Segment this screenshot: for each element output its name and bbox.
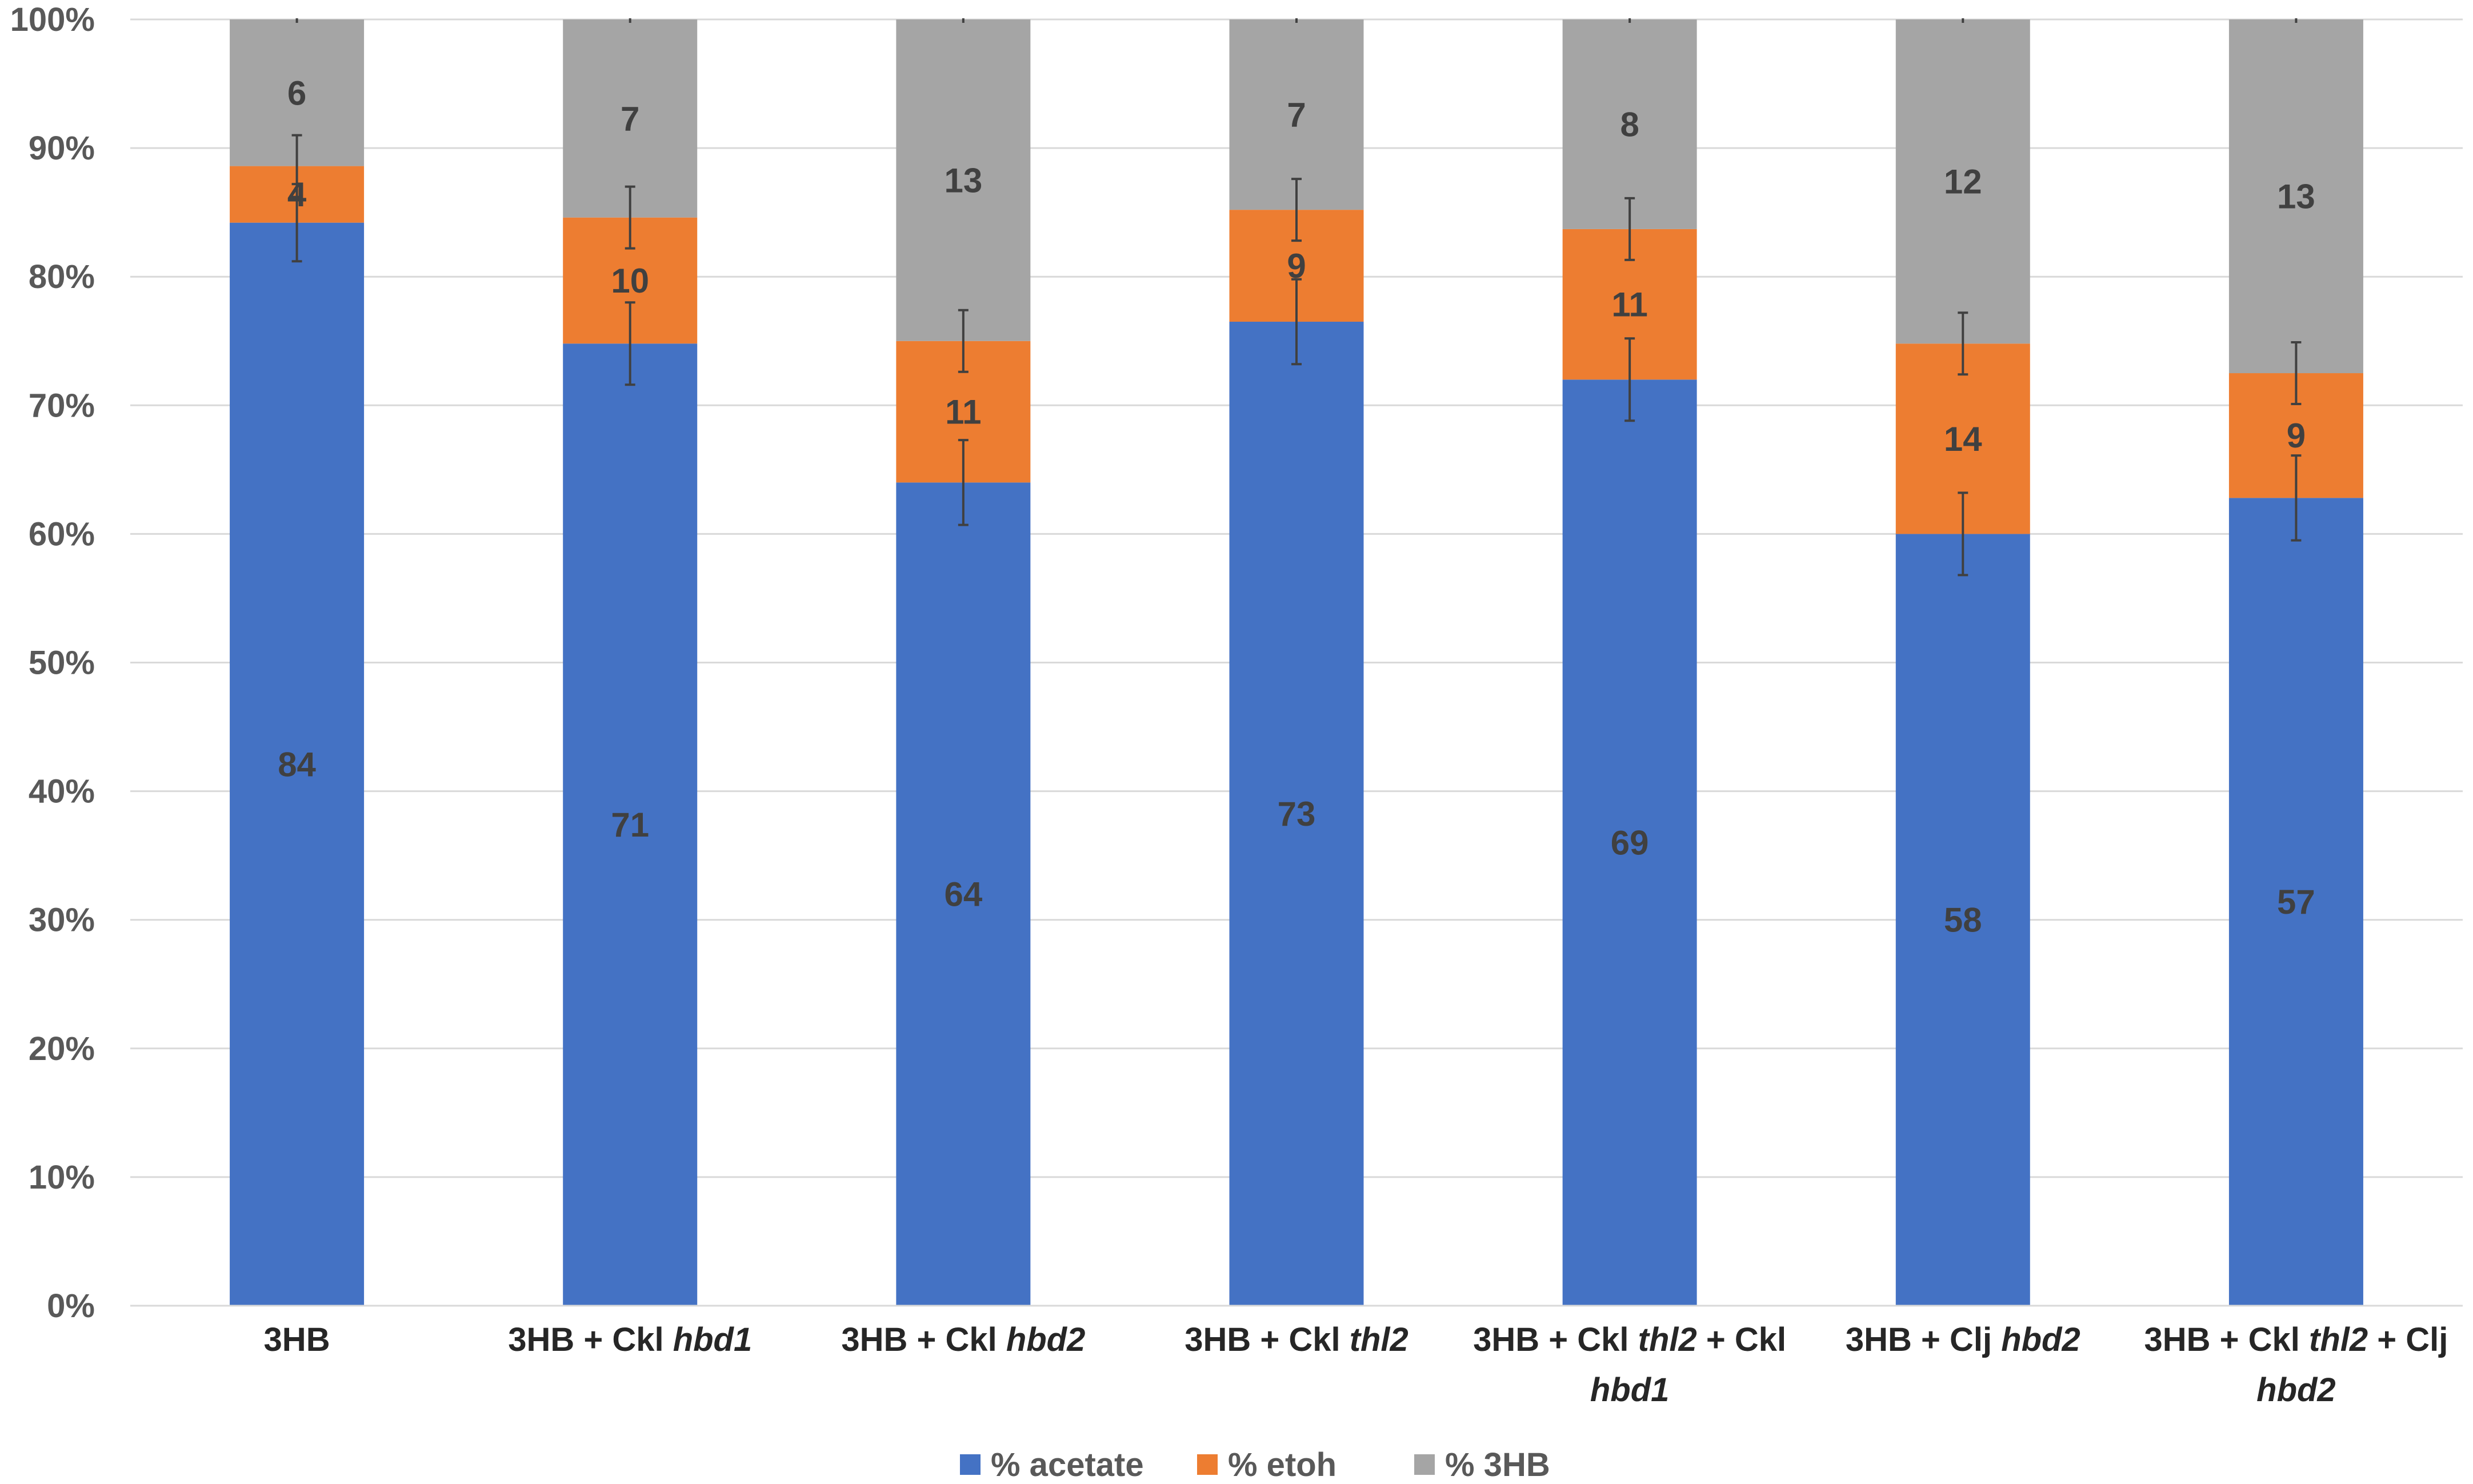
error-bars bbox=[291, 18, 2302, 577]
y-tick-label: 50% bbox=[29, 645, 95, 682]
category-label-run: 3HB + Ckl bbox=[1473, 1321, 1638, 1358]
y-tick-label: 70% bbox=[29, 387, 95, 424]
category-label-run: 3HB + Ckl bbox=[1185, 1321, 1350, 1358]
bar-segment bbox=[563, 19, 698, 218]
data-label: 9 bbox=[2287, 417, 2306, 455]
bar-segment bbox=[563, 343, 698, 1306]
legend-swatch bbox=[960, 1454, 981, 1475]
data-label: 13 bbox=[2277, 178, 2315, 216]
data-label: 10 bbox=[611, 262, 649, 300]
x-category-label: 3HB + Clj hbd2 bbox=[1846, 1321, 2080, 1358]
legend-swatch bbox=[1197, 1454, 1218, 1475]
data-label: 11 bbox=[1611, 286, 1647, 324]
bar-segment bbox=[1229, 321, 1364, 1306]
data-label: 57 bbox=[2277, 883, 2315, 921]
category-label-run: 3HB bbox=[264, 1321, 330, 1358]
legend-label: % acetate bbox=[991, 1446, 1144, 1483]
bar-segment bbox=[230, 222, 365, 1306]
legend-label: % 3HB bbox=[1445, 1446, 1550, 1483]
y-tick-label: 90% bbox=[29, 130, 95, 167]
y-tick-label: 100% bbox=[10, 1, 95, 38]
x-category-label: 3HB + Ckl thl2 + Clj bbox=[2144, 1321, 2448, 1358]
category-label-run: 3HB + Ckl bbox=[841, 1321, 1006, 1358]
y-tick-label: 60% bbox=[29, 515, 95, 553]
data-label: 58 bbox=[1944, 901, 1982, 939]
data-labels: 84 4 6 71 10 7 64 11 13 73 9 7 69 11 8 58 14 12 57 9 13 bbox=[278, 74, 2315, 939]
data-label: 8 bbox=[1620, 105, 1639, 143]
bar-segment bbox=[896, 482, 1031, 1306]
category-label-run: hbd2 bbox=[1006, 1321, 1086, 1358]
x-category-label-line2: hbd1 bbox=[1590, 1371, 1670, 1409]
y-tick-label: 40% bbox=[29, 773, 95, 810]
x-category-label-line2: hbd2 bbox=[2256, 1371, 2336, 1409]
y-tick-label: 80% bbox=[29, 258, 95, 295]
category-label-run: thl2 bbox=[2309, 1321, 2368, 1358]
bars bbox=[230, 19, 2363, 1306]
data-label: 6 bbox=[287, 74, 306, 112]
category-label-run: 3HB + Ckl bbox=[508, 1321, 673, 1358]
data-label: 71 bbox=[611, 806, 649, 844]
category-label-run: hbd1 bbox=[673, 1321, 753, 1358]
data-label: 9 bbox=[1287, 247, 1306, 285]
y-tick-label: 10% bbox=[29, 1159, 95, 1196]
category-label-run: + Ckl bbox=[1697, 1321, 1786, 1358]
data-label: 12 bbox=[1944, 163, 1982, 201]
x-category-label: 3HB + Ckl hbd2 bbox=[841, 1321, 1085, 1358]
bar-segment bbox=[896, 19, 1031, 341]
category-label-run: 3HB + Clj bbox=[1846, 1321, 2001, 1358]
category-label-run: 3HB + Ckl bbox=[2144, 1321, 2310, 1358]
data-label: 84 bbox=[278, 745, 316, 783]
y-axis-tick-labels: 0% 10% 20% 30% 40% 50% 60% 70% 80% 90% 100% bbox=[10, 1, 95, 1325]
category-label-run: thl2 bbox=[1350, 1321, 1408, 1358]
bar-segment bbox=[1895, 19, 2030, 344]
x-category-label: 3HB + Ckl thl2 bbox=[1185, 1321, 1408, 1358]
data-label: 7 bbox=[621, 99, 639, 138]
y-tick-label: 20% bbox=[29, 1030, 95, 1067]
bar-segment bbox=[1562, 379, 1697, 1306]
bar-segment bbox=[1562, 19, 1697, 229]
legend-swatch bbox=[1414, 1454, 1435, 1475]
category-label-run: hbd2 bbox=[2256, 1371, 2336, 1409]
data-label: 4 bbox=[287, 175, 307, 214]
category-label-run: hbd2 bbox=[2001, 1321, 2080, 1358]
data-label: 73 bbox=[1278, 795, 1316, 833]
legend-label: % etoh bbox=[1228, 1446, 1336, 1483]
data-label: 69 bbox=[1611, 824, 1649, 862]
x-category-label: 3HB + Ckl hbd1 bbox=[508, 1321, 752, 1358]
data-label: 14 bbox=[1944, 420, 1982, 458]
y-tick-label: 30% bbox=[29, 902, 95, 939]
data-label: 7 bbox=[1287, 96, 1306, 134]
bar-segment bbox=[2228, 498, 2363, 1306]
bar-segment bbox=[1895, 534, 2030, 1306]
category-label-run: hbd1 bbox=[1590, 1371, 1670, 1409]
x-category-label: 3HB + Ckl thl2 + Ckl bbox=[1473, 1321, 1786, 1358]
category-label-run: thl2 bbox=[1638, 1321, 1697, 1358]
category-label-run: + Clj bbox=[2368, 1321, 2448, 1358]
legend: % acetate % etoh % 3HB bbox=[960, 1446, 1550, 1483]
bar-segment bbox=[2228, 19, 2363, 374]
data-label: 64 bbox=[944, 875, 982, 914]
data-label: 13 bbox=[944, 161, 982, 199]
x-axis-category-labels: 3HB 3HB + Ckl hbd1 3HB + Ckl hbd2 3HB + Ckl… bbox=[264, 1321, 2448, 1409]
data-label: 11 bbox=[945, 393, 981, 431]
y-tick-label: 0% bbox=[47, 1287, 95, 1325]
x-category-label: 3HB bbox=[264, 1321, 330, 1358]
